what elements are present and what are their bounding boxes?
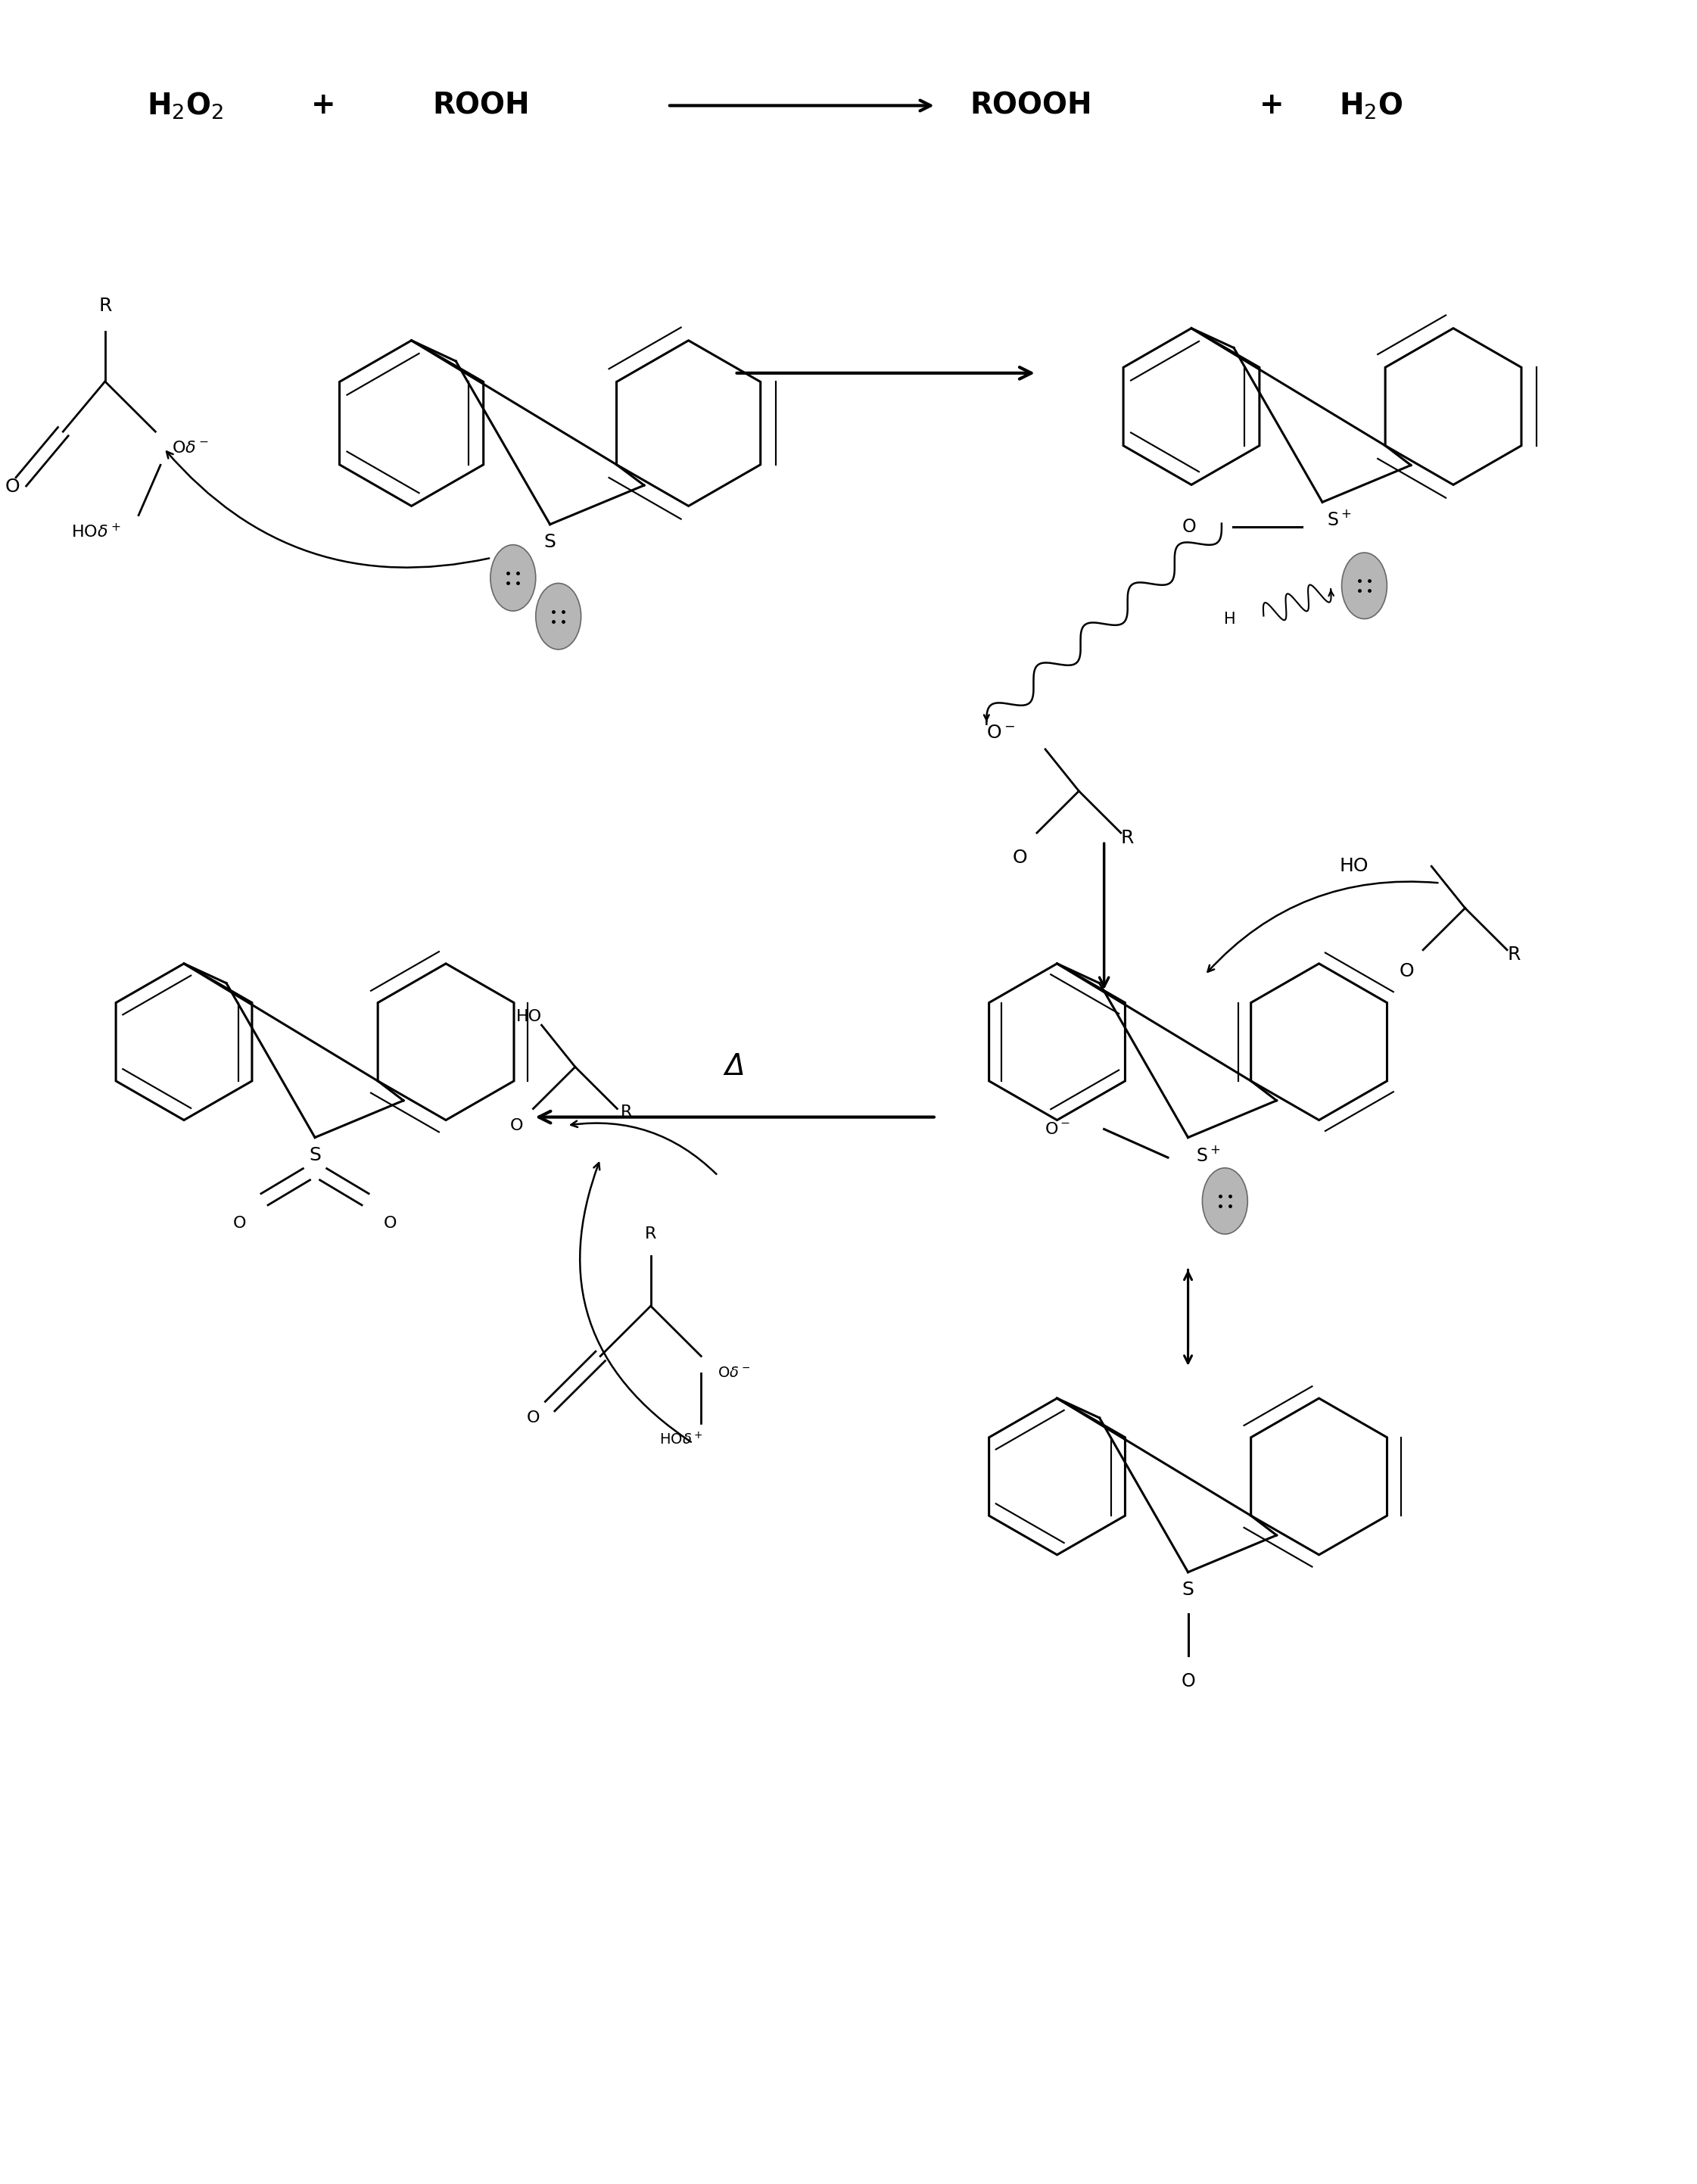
Text: O$\delta^-$: O$\delta^-$	[171, 441, 209, 456]
Text: HO: HO	[516, 1009, 541, 1024]
Text: HO$\delta^+$: HO$\delta^+$	[71, 524, 120, 542]
Text: R: R	[1507, 946, 1521, 963]
Ellipse shape	[490, 544, 536, 612]
Text: +: +	[1259, 92, 1285, 120]
Text: O: O	[5, 478, 20, 496]
Text: S: S	[309, 1147, 321, 1164]
Text: HO$\delta^+$: HO$\delta^+$	[658, 1433, 703, 1448]
Text: S$^+$: S$^+$	[1196, 1147, 1220, 1164]
Text: O$\delta^-$: O$\delta^-$	[718, 1365, 750, 1380]
Text: R: R	[645, 1227, 657, 1243]
Text: ROOH: ROOH	[433, 92, 529, 120]
Text: S$^+$: S$^+$	[1327, 511, 1351, 529]
Ellipse shape	[1342, 553, 1386, 618]
Ellipse shape	[536, 583, 580, 649]
Text: R: R	[621, 1105, 633, 1120]
Text: O: O	[509, 1118, 523, 1133]
Text: O: O	[1398, 963, 1414, 981]
Text: O: O	[526, 1411, 540, 1426]
Text: R: R	[1120, 828, 1134, 847]
Text: O: O	[232, 1216, 246, 1232]
Text: +: +	[311, 92, 336, 120]
Text: H$_2$O$_2$: H$_2$O$_2$	[148, 90, 224, 120]
Text: O: O	[1013, 850, 1028, 867]
Text: HO: HO	[1339, 856, 1368, 876]
Text: H$_2$O: H$_2$O	[1339, 90, 1403, 120]
Text: S: S	[1183, 1581, 1195, 1599]
Text: H: H	[1224, 612, 1235, 627]
Ellipse shape	[1201, 1168, 1247, 1234]
Text: R: R	[98, 297, 112, 314]
Text: O: O	[1183, 518, 1196, 537]
Text: ROOOH: ROOOH	[969, 92, 1093, 120]
Text: O: O	[384, 1216, 397, 1232]
Text: O$^-$: O$^-$	[986, 723, 1015, 743]
Text: Δ: Δ	[725, 1053, 745, 1081]
Text: S: S	[545, 533, 557, 550]
Text: O$^-$: O$^-$	[1045, 1123, 1071, 1136]
Text: O: O	[1181, 1673, 1195, 1690]
